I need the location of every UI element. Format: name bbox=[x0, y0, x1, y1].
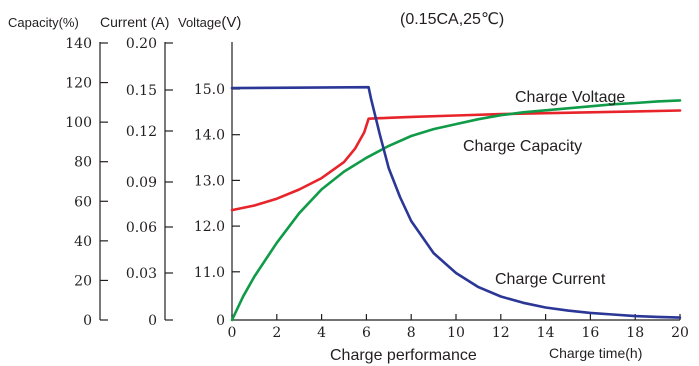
current-tick-label: 0.12 bbox=[126, 124, 157, 140]
voltage-tick-label: 0 bbox=[216, 313, 225, 329]
series-labels: Charge Voltage Charge Capacity Charge Curr… bbox=[463, 89, 625, 288]
current-axis-title-unit: (A) bbox=[151, 14, 170, 30]
capacity-tick-label: 0 bbox=[83, 313, 92, 329]
charge-capacity-label: Charge Capacity bbox=[463, 138, 582, 155]
x-tick-label: 14 bbox=[537, 325, 555, 341]
x-tick-label: 0 bbox=[228, 325, 237, 341]
current-ticks: 0.20 0.15 0.12 0.09 0.06 0.03 0 bbox=[126, 36, 173, 329]
charge-capacity-line bbox=[230, 99, 682, 322]
x-tick-label: 16 bbox=[581, 325, 599, 341]
x-tick-label: 10 bbox=[447, 325, 465, 341]
charge-voltage-line bbox=[230, 109, 682, 212]
charge-current-label: Charge Current bbox=[495, 271, 606, 288]
voltage-axis-title-unit: (V) bbox=[221, 14, 241, 31]
charge-current-line bbox=[230, 85, 682, 319]
capacity-tick-label: 100 bbox=[65, 115, 92, 131]
chart-caption: Charge performance bbox=[330, 347, 477, 364]
capacity-tick-label: 120 bbox=[65, 76, 92, 92]
capacity-tick-label: 20 bbox=[74, 273, 92, 289]
voltage-tick-label: 12.0 bbox=[194, 219, 225, 235]
current-tick-label: 0.03 bbox=[126, 266, 157, 282]
current-tick-label: 0.20 bbox=[126, 36, 157, 52]
x-tick-label: 2 bbox=[272, 325, 281, 341]
x-tick-label: 6 bbox=[362, 325, 371, 341]
x-tick-label: 4 bbox=[317, 325, 326, 341]
voltage-tick-label: 13.0 bbox=[194, 173, 225, 189]
voltage-tick-label: 15.0 bbox=[194, 82, 225, 98]
x-axis-label: Charge time(h) bbox=[549, 345, 642, 361]
capacity-tick-label: 40 bbox=[74, 234, 92, 250]
capacity-tick-label: 80 bbox=[74, 155, 92, 171]
x-tick-label: 8 bbox=[407, 325, 416, 341]
series-lines bbox=[230, 85, 682, 322]
capacity-tick-label: 140 bbox=[65, 36, 92, 52]
chart-subtitle: (0.15CA,25℃) bbox=[400, 11, 504, 28]
voltage-axis-title-text: Voltage bbox=[178, 15, 221, 30]
current-tick-label: 0.15 bbox=[126, 83, 157, 99]
voltage-tick-label: 11.0 bbox=[194, 265, 225, 281]
capacity-axis-title-text: Capacity bbox=[8, 15, 59, 30]
x-ticks: 0 2 4 6 8 10 12 14 16 18 20 bbox=[228, 314, 689, 341]
voltage-axis-title: Voltage(V) bbox=[178, 14, 241, 31]
capacity-axis-title: Capacity(%) bbox=[8, 15, 79, 30]
voltage-tick-label: 14.0 bbox=[194, 128, 225, 144]
x-tick-label: 12 bbox=[492, 325, 510, 341]
current-tick-label: 0.09 bbox=[126, 175, 157, 191]
voltage-ticks: 15.0 14.0 13.0 12.0 11.0 0 bbox=[194, 82, 240, 329]
current-tick-label: 0 bbox=[148, 313, 157, 329]
capacity-tick-label: 60 bbox=[74, 194, 92, 210]
capacity-ticks: 140 120 100 80 60 40 20 0 bbox=[65, 36, 108, 329]
x-tick-label: 18 bbox=[626, 325, 644, 341]
x-tick-label: 20 bbox=[671, 325, 689, 341]
capacity-axis-title-unit: (%) bbox=[59, 15, 79, 30]
charge-voltage-label: Charge Voltage bbox=[515, 89, 625, 106]
current-axis-title-text: Current bbox=[100, 14, 147, 30]
current-tick-label: 0.06 bbox=[126, 220, 157, 236]
current-axis-title: Current (A) bbox=[100, 14, 169, 30]
